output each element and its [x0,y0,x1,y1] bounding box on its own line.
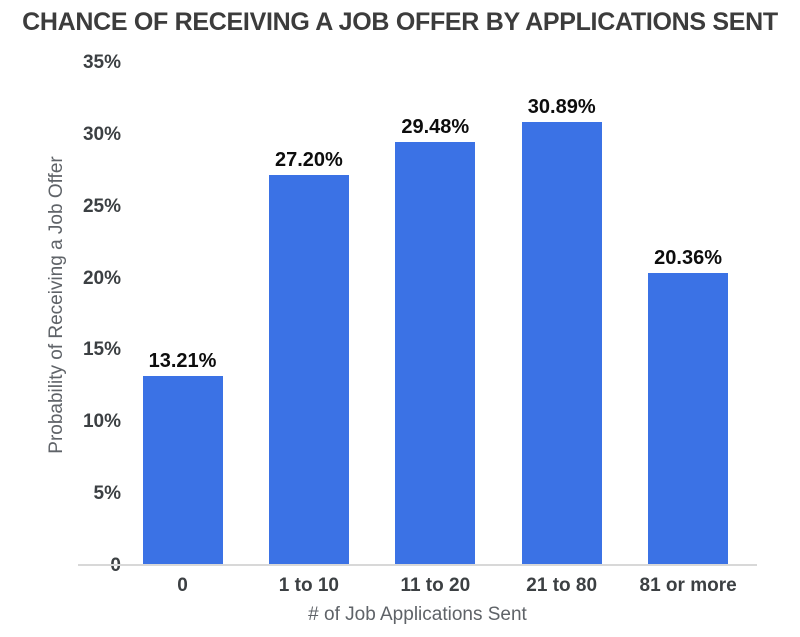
bar-value-label: 30.89% [527,96,596,119]
bar-value-label: 29.48% [401,116,470,139]
bar [648,273,729,566]
bar-value-label: 20.36% [654,247,723,270]
bar [142,376,223,566]
y-tick-label: 10% [82,411,121,433]
y-tick-label: 25% [82,195,121,217]
bar-value-label: 13.21% [148,350,217,373]
bar [521,122,602,566]
chart-title: CHANCE OF RECEIVING A JOB OFFER BY APPLI… [22,8,778,36]
x-axis-line [78,564,757,566]
x-tick-label: 81 or more [639,575,737,596]
bar-value-label: 27.20% [274,149,343,172]
y-tick-label: 20% [82,267,121,289]
x-tick-label: 0 [177,575,188,596]
y-tick-label: 35% [82,52,121,73]
x-axis-title: # of Job Applications Sent [308,604,527,625]
y-tick-label: 5% [93,483,121,505]
x-tick-label: 21 to 80 [526,575,598,596]
y-tick-label: 30% [82,123,121,145]
bar [395,142,476,566]
bar [268,175,349,566]
x-tick-label: 1 to 10 [278,575,339,596]
y-tick-label: 15% [82,339,121,361]
y-tick-label: 0 [48,555,121,577]
x-tick-label: 11 to 20 [400,575,471,596]
